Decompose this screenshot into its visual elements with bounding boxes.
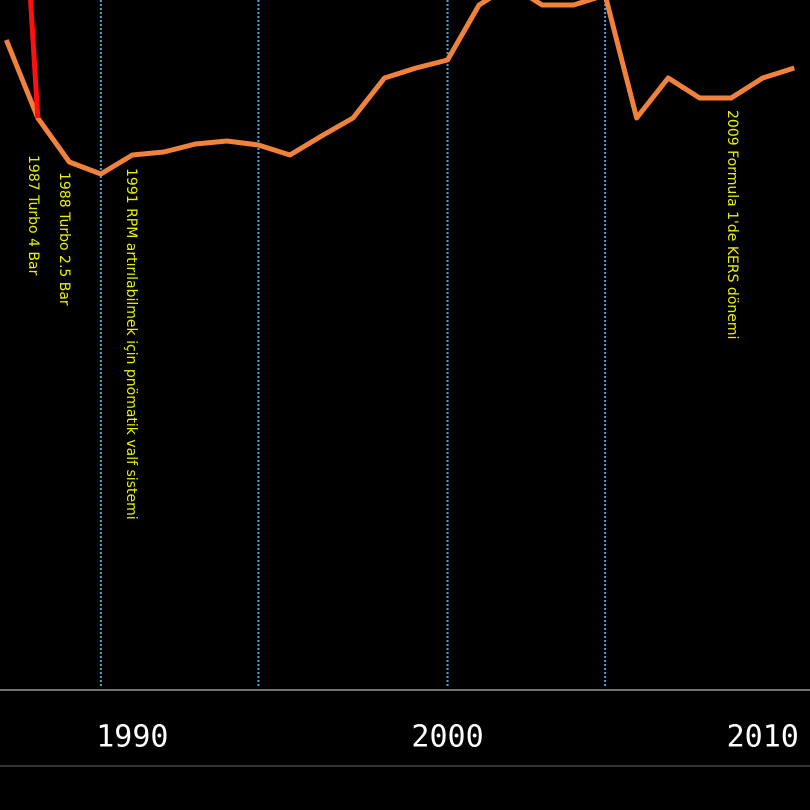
x-tick-label: 2000 (411, 720, 483, 755)
x-tick-label: 2010 (727, 720, 799, 755)
annotation: 1987 Turbo 4 Bar (25, 155, 41, 276)
plot-area (3, 0, 795, 688)
data-line (28, 0, 41, 119)
annotation: 1991 RPM artırılabilmek için pnömatik va… (123, 168, 139, 520)
annotation: 2009 Formula 1'de KERS dönemi (724, 110, 740, 339)
annotation: 1988 Turbo 2.5 Bar (56, 172, 72, 306)
x-tick-label: 1990 (96, 720, 168, 755)
data-line (3, 0, 795, 177)
